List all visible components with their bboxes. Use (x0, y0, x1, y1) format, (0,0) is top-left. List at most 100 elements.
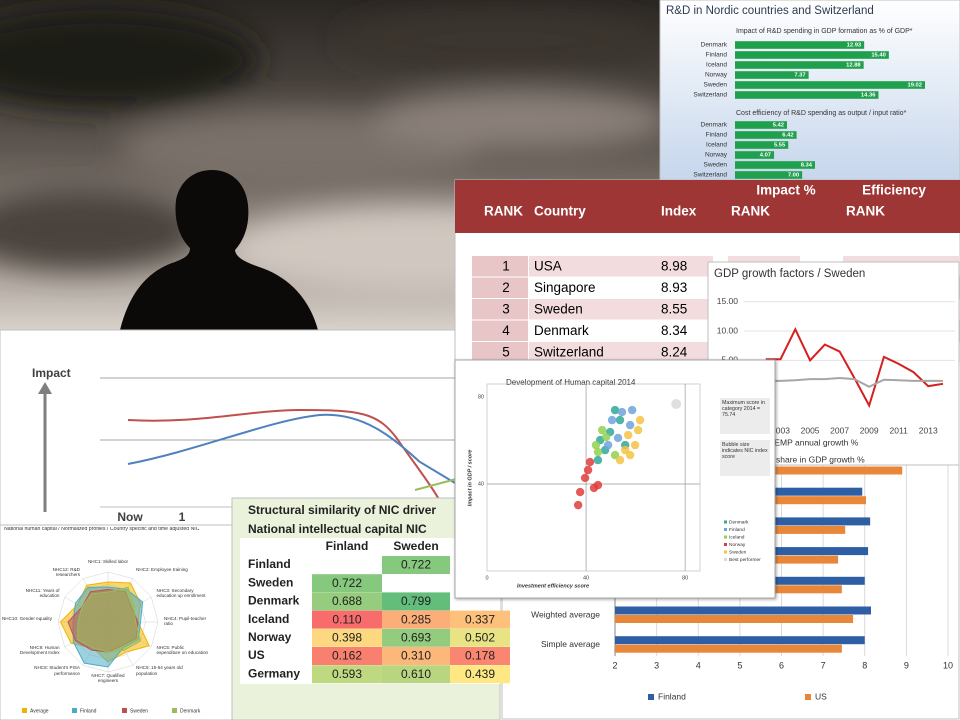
bar (615, 644, 842, 653)
rank-cell (472, 342, 528, 363)
axis-label: NHC1: Skilled labor (87, 559, 129, 564)
cell (382, 647, 450, 665)
x-tick-label: 2 (612, 660, 617, 670)
row-bg (529, 342, 713, 363)
x-tick-label: 8 (862, 660, 867, 670)
bar (615, 615, 854, 623)
cell-value: 0.593 (332, 667, 362, 681)
annotation-box (720, 440, 770, 476)
bubble (625, 450, 635, 460)
bubble (627, 405, 637, 415)
legend-label: share in GDP growth % (776, 454, 865, 464)
axis-label: NHC3: Secondary education up enrollment (156, 587, 206, 598)
column-header: Finland (326, 539, 369, 553)
annotation: Maximum score in category 2014 = 75.74 (722, 400, 765, 419)
row-label: Denmark (248, 594, 300, 608)
row-label: Iceland (248, 612, 289, 626)
legend-label: Finland (80, 708, 97, 714)
cell-value: 0.688 (332, 594, 362, 608)
bubble (615, 415, 625, 425)
legend-label: /EMP annual growth % (772, 437, 859, 447)
x-tick-label: 4 (696, 660, 701, 670)
row-label: Finland (248, 557, 291, 571)
cell-value: 0.610 (401, 667, 431, 681)
rank: 5 (502, 345, 510, 360)
country: Sweden (534, 302, 583, 317)
annotation-box: Bubble size indicates NIC index score (722, 442, 768, 461)
silhouette (120, 170, 318, 330)
panel-bg (659, 0, 960, 181)
panel-bg (454, 359, 776, 599)
category-label: Sweden (704, 82, 728, 89)
bubble (593, 455, 603, 465)
cell (312, 665, 382, 684)
category-label: Finland (706, 132, 728, 139)
header-band (455, 180, 960, 233)
cell-value: 0.398 (332, 630, 362, 644)
legend-swatch (724, 528, 727, 531)
x-label: Now (117, 510, 143, 524)
x-tick-label: 0 (485, 575, 488, 581)
category-label: Finland (706, 52, 728, 59)
cell (450, 647, 510, 665)
legend-label: Norway (729, 542, 746, 548)
axis-label: NHC11: Years of education (25, 587, 60, 598)
cell-value: 0.110 (332, 612, 361, 626)
cell-value: 0.310 (401, 649, 431, 663)
rank: 3 (502, 302, 510, 317)
bubble (580, 473, 590, 483)
bubble (623, 430, 633, 440)
bubble (597, 425, 607, 435)
legend-label: Iceland (729, 534, 745, 540)
rank: 1 (502, 259, 510, 274)
subtitle: Impact of R&D spending in GDP formation … (736, 28, 913, 35)
annotation: Bubble size indicates NIC index score (722, 442, 768, 461)
category-label: Denmark (701, 122, 728, 129)
rd-panel: R&D in Nordic countries and Switzerland I… (659, 0, 960, 181)
country: USA (534, 259, 562, 274)
cell (312, 647, 382, 665)
x-tick-label: 2011 (890, 425, 909, 435)
bubble (593, 447, 603, 457)
header-group: Efficiency (862, 183, 926, 198)
axis-label-box: NHC7: Qualified engineers (91, 673, 124, 683)
bar (735, 81, 925, 89)
row-label: Germany (248, 666, 300, 680)
cell-value: 0.502 (465, 630, 495, 644)
legend-swatch (724, 550, 727, 554)
row-bg (529, 256, 713, 277)
annotation-box (720, 398, 770, 434)
chart-title: Development of Human capital 2014 (506, 378, 636, 387)
legend-label: Denmark (180, 708, 201, 714)
category-label: Simple average (541, 639, 600, 649)
value-label: 12.93 (847, 43, 862, 49)
bar (735, 161, 815, 169)
legend-label: Average (30, 708, 49, 714)
panel-title-box: National human capital / Normalized prof… (4, 527, 200, 532)
legend-label: Denmark (729, 519, 749, 525)
legend-swatch (172, 708, 177, 713)
column-header: Index (661, 204, 697, 219)
row-label: Norway (248, 630, 292, 644)
column-header: RANK (484, 204, 523, 219)
legend-swatch (805, 694, 811, 700)
cell-value: 0.285 (401, 612, 431, 626)
x-tick-label: 3 (654, 660, 659, 670)
axis-label: NHC4: Pupil-teacher ratio (164, 616, 207, 627)
x-tick-label: 2013 (919, 425, 938, 435)
axis-label-box: NHC1: Skilled labor (87, 559, 129, 564)
index: 8.93 (661, 280, 687, 295)
bar (735, 121, 787, 129)
axis-label-box: NHC2: Employee training (136, 567, 188, 572)
bar (735, 61, 864, 69)
cell (382, 628, 450, 647)
bubble (610, 405, 620, 415)
country: Denmark (534, 323, 589, 338)
bubble (625, 420, 635, 430)
axis-label: NHC12: R&D researchers (52, 566, 80, 577)
annotation-box: Maximum score in category 2014 = 75.74 (722, 400, 765, 419)
cell (312, 592, 382, 611)
header-group: Impact % (756, 183, 815, 198)
